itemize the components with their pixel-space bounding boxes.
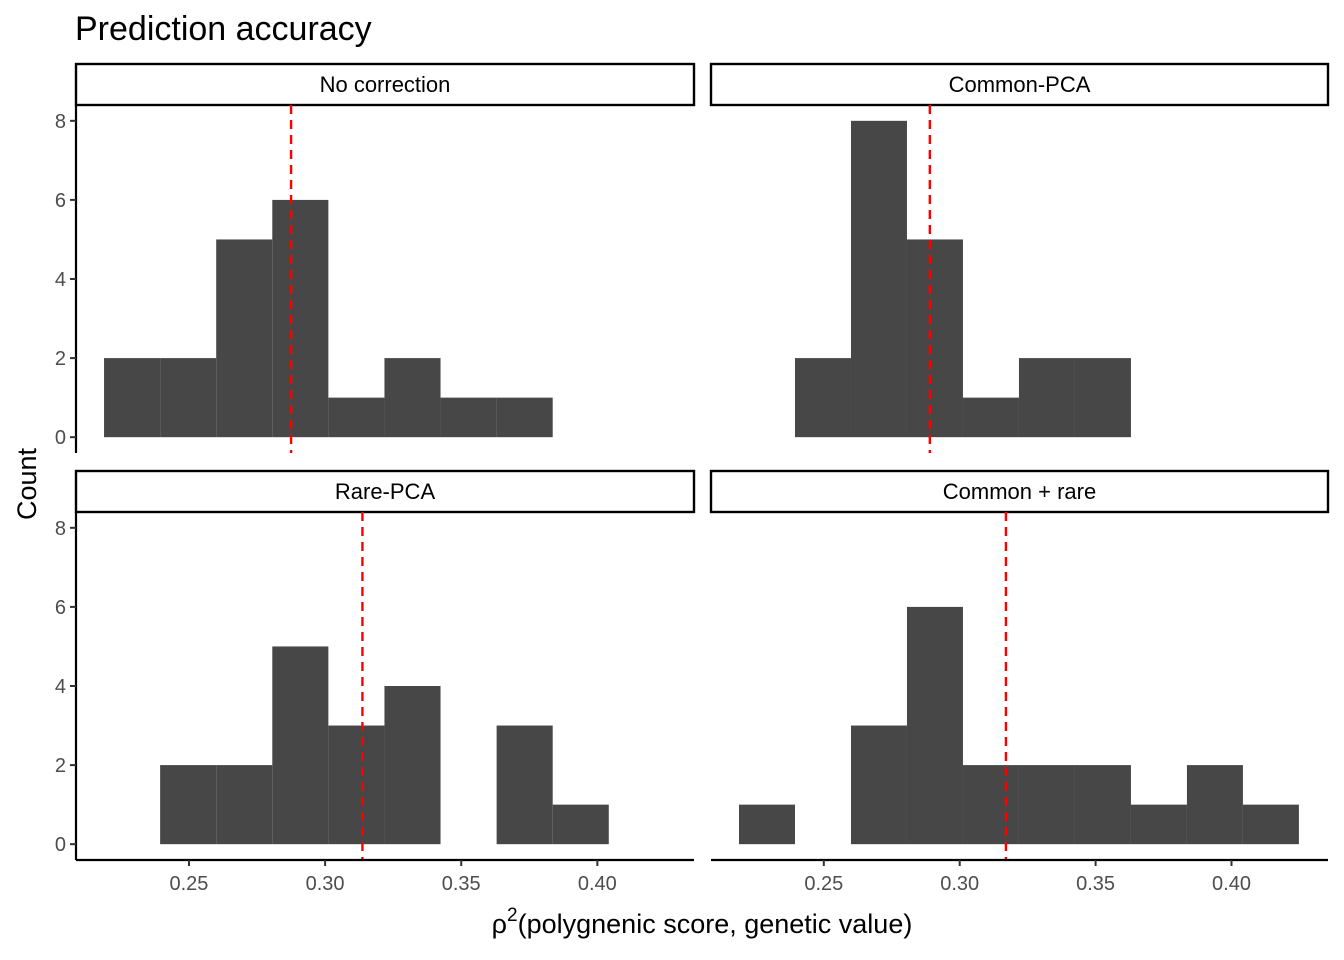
x-axis-title: ρ2(polygnenic score, genetic value) — [492, 905, 913, 939]
y-tick-label: 2 — [55, 348, 66, 370]
y-tick-label: 4 — [55, 269, 66, 291]
y-tick-label: 2 — [55, 755, 66, 777]
x-tick-label: 0.30 — [940, 873, 979, 895]
histogram-bar — [850, 120, 907, 438]
histogram-bar — [1018, 765, 1075, 845]
histogram-bar — [1242, 804, 1299, 845]
histogram-bar — [1074, 358, 1131, 438]
facet-strip — [709, 62, 1330, 107]
histogram-bar — [160, 358, 217, 438]
histogram-bar — [216, 765, 273, 845]
facet-panel-4: Common + rare 0.25 0.30 0.35 0.40 — [709, 469, 1330, 895]
y-tick-label: 4 — [55, 676, 66, 698]
facet-strip-label: No correction — [320, 72, 451, 97]
histogram-bar — [496, 397, 553, 438]
histogram-bar — [328, 725, 385, 845]
facet-strip-label: Rare-PCA — [335, 479, 436, 504]
y-tick-label: 8 — [55, 518, 66, 540]
histogram-bar — [1074, 765, 1131, 845]
y-tick-label: 0 — [55, 427, 66, 449]
histogram-bar — [160, 765, 217, 845]
facet-strip-label: Common + rare — [943, 479, 1096, 504]
facet-panel-3: Rare-PCA 0 2 4 6 8 0.25 0.30 0.35 0.40 — [55, 469, 696, 895]
x-tick-label: 0.30 — [306, 873, 345, 895]
facet-strip — [74, 62, 696, 107]
histogram-bar — [1018, 358, 1075, 438]
histogram-bar — [906, 239, 963, 438]
histogram-bar — [496, 725, 553, 845]
facet-strip — [709, 469, 1330, 514]
histogram-bar — [738, 804, 795, 845]
histogram-bar — [104, 358, 161, 438]
x-tick-label: 0.40 — [1212, 873, 1251, 895]
histogram-bar — [384, 686, 441, 845]
y-axis-title: Count — [12, 447, 42, 520]
y-tick-label: 6 — [55, 597, 66, 619]
histogram-bar — [794, 358, 851, 438]
histogram-bar — [272, 199, 329, 438]
histogram-bar — [552, 804, 609, 845]
x-tick-label: 0.35 — [442, 873, 481, 895]
x-axis-title-superscript: 2 — [507, 905, 518, 926]
facet-panels: No correction 0 2 4 6 8 Common-PCA Rare-PCA 0 2 4 6… — [55, 62, 1330, 895]
x-tick-label: 0.40 — [578, 873, 617, 895]
chart-title: Prediction accuracy — [75, 10, 372, 48]
histogram-bar — [272, 646, 329, 845]
x-axis-title-text: (polygnenic score, genetic value) — [518, 909, 913, 939]
facet-panel-1: No correction 0 2 4 6 8 — [55, 62, 696, 453]
histogram-bar — [216, 239, 273, 438]
histogram-bar — [962, 397, 1019, 438]
facet-strip — [74, 469, 696, 514]
histogram-bar — [440, 397, 497, 438]
histogram-bar — [906, 606, 963, 845]
y-tick-label: 0 — [55, 834, 66, 856]
histogram-bar — [962, 765, 1019, 845]
facet-strip-label: Common-PCA — [949, 72, 1091, 97]
histogram-bar — [1130, 804, 1187, 845]
y-tick-label: 6 — [55, 190, 66, 212]
histogram-bar — [850, 725, 907, 845]
x-tick-label: 0.25 — [804, 873, 843, 895]
y-tick-label: 8 — [55, 111, 66, 133]
x-tick-label: 0.35 — [1076, 873, 1115, 895]
histogram-bar — [1186, 765, 1243, 845]
histogram-bar — [328, 397, 385, 438]
x-tick-label: 0.25 — [170, 873, 209, 895]
x-axis-title-symbol: ρ — [492, 909, 507, 939]
facet-panel-2: Common-PCA — [709, 62, 1330, 453]
histogram-bar — [384, 358, 441, 438]
